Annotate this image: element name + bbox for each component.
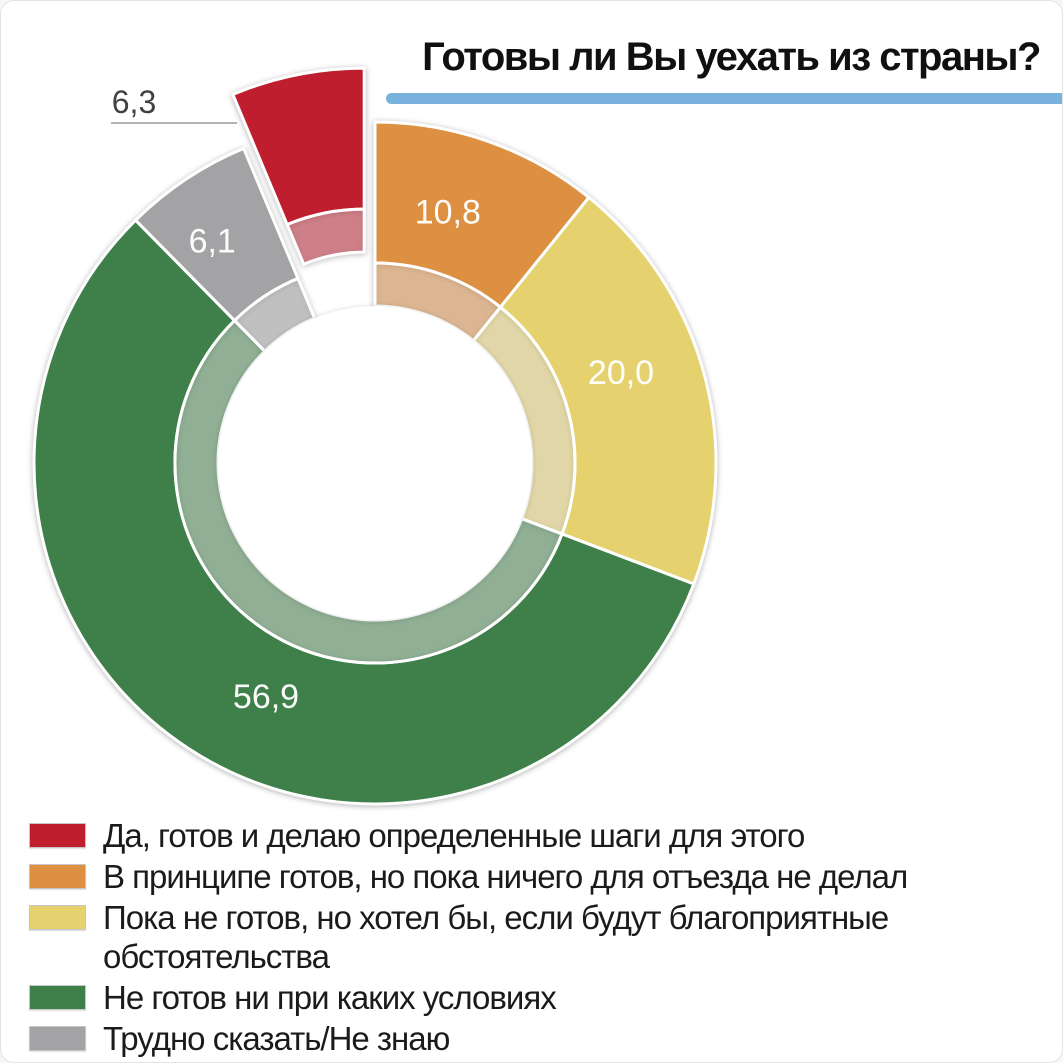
legend-swatch <box>29 905 86 930</box>
chart-legend: Да, готов и делаю определенные шаги для … <box>29 816 1009 1060</box>
legend-swatch <box>29 864 86 889</box>
legend-label: В принципе готов, но пока ничего для отъ… <box>103 858 908 895</box>
chart-title: Готовы ли Вы уехать из страны? <box>422 35 1041 79</box>
legend-item: Не готов ни при каких условиях <box>29 978 1009 1017</box>
title-underline-bar <box>386 93 1062 104</box>
exploded-segment-group <box>231 66 366 266</box>
donut-hole <box>218 306 532 620</box>
segment-value-label: 20,0 <box>588 354 654 392</box>
pie-segment-inner-0 <box>285 207 366 266</box>
segment-value-label: 6,1 <box>189 222 236 260</box>
legend-swatch <box>29 985 86 1010</box>
legend-label: Трудно сказать/Не знаю <box>103 1020 450 1057</box>
legend-label: Пока не готов, но хотел бы, если будут б… <box>103 899 889 975</box>
legend-swatch <box>29 823 86 848</box>
legend-item: В принципе готов, но пока ничего для отъ… <box>29 857 1009 896</box>
legend-label: Да, готов и делаю определенные шаги для … <box>103 817 805 854</box>
legend-item: Трудно сказать/Не знаю <box>29 1019 1009 1058</box>
legend-swatch <box>29 1026 86 1051</box>
segment-value-label: 56,9 <box>233 678 299 716</box>
segment-value-label-outside: 6,3 <box>112 84 156 120</box>
legend-label: Не готов ни при каких условиях <box>103 979 557 1016</box>
legend-item: Пока не готов, но хотел бы, если будут б… <box>29 898 1009 976</box>
legend-item: Да, готов и делаю определенные шаги для … <box>29 816 1009 855</box>
segment-value-label: 10,8 <box>415 193 481 231</box>
